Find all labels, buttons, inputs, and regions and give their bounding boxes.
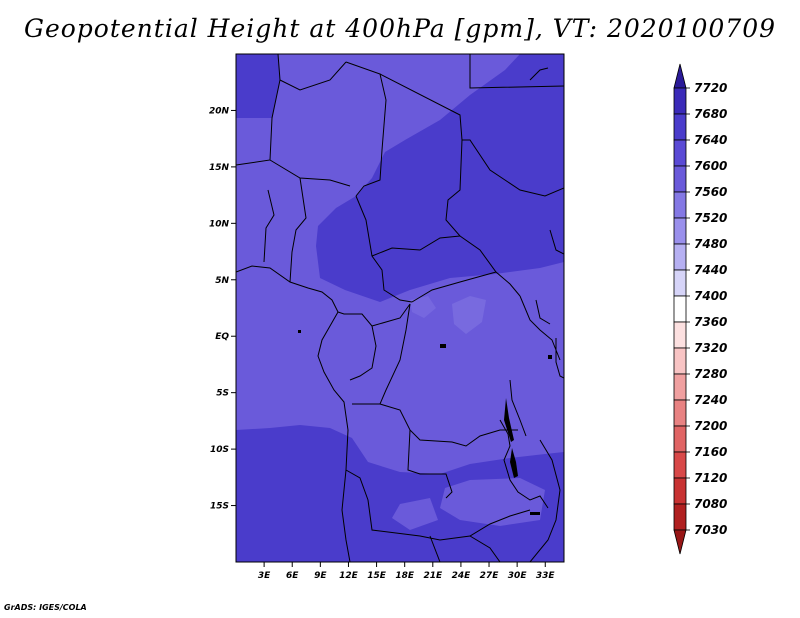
lat-tick-label: EQ [215, 332, 229, 342]
colorbar-label: 7080 [694, 497, 727, 511]
lon-tick-label: 12E [339, 571, 359, 581]
height-band-7600-northeast [316, 54, 564, 302]
colorbar-label: 7320 [694, 341, 727, 355]
colorbar-label: 7160 [694, 445, 727, 459]
colorbar-swatch [673, 425, 687, 453]
height-band-7600-southwest [236, 425, 564, 562]
colorbar-swatch [673, 503, 687, 531]
height-band-7520-patch [410, 296, 436, 318]
height-band-7560-patch [440, 478, 545, 526]
colorbar-label: 7560 [694, 185, 727, 199]
map-area [236, 54, 564, 562]
colorbar-bottom-triangle [673, 529, 687, 555]
longitude-axis: 3E 6E 9E 12E 15E 18E 21E 24E 27E 30E 33E [258, 562, 556, 581]
colorbar: 7720 7680 7640 7600 7560 7520 7480 7440 7400 7360… [673, 63, 727, 555]
colorbar-swatch [673, 477, 687, 505]
latitude-axis: 20N 15N 10N 5N EQ 5S 10S 15S [209, 106, 236, 512]
colorbar-label: 7120 [694, 471, 727, 485]
lon-tick-label: 27E [480, 571, 500, 581]
height-band-7600-northwest [236, 54, 280, 118]
colorbar-swatch [673, 165, 687, 193]
lon-tick-label: 30E [508, 571, 528, 581]
lat-tick-label: 10N [209, 219, 230, 229]
country-borders [236, 54, 564, 562]
colorbar-swatch [673, 87, 687, 115]
colorbar-swatch [673, 113, 687, 141]
colorbar-swatch [673, 217, 687, 245]
lat-tick-label: 5S [216, 389, 229, 399]
colorbar-label: 7480 [694, 237, 727, 251]
colorbar-swatch [673, 321, 687, 349]
lat-tick-label: 15N [209, 163, 230, 173]
colorbar-top-triangle [673, 63, 687, 89]
map-title: Geopotential Height at 400hPa [gpm], VT:… [23, 14, 777, 43]
colorbar-swatch [673, 347, 687, 375]
lake-outlines [298, 330, 552, 515]
colorbar-swatch [673, 269, 687, 297]
colorbar-label: 7680 [694, 107, 727, 121]
colorbar-label: 7400 [694, 289, 727, 303]
colorbar-label: 7240 [694, 393, 727, 407]
lon-tick-label: 6E [286, 571, 299, 581]
colorbar-swatch [673, 243, 687, 271]
lat-tick-label: 5N [215, 276, 229, 286]
colorbar-swatch [673, 139, 687, 167]
colorbar-label: 7520 [694, 211, 727, 225]
lat-tick-label: 15S [210, 502, 229, 512]
lon-tick-label: 3E [258, 571, 271, 581]
colorbar-label: 7200 [694, 419, 727, 433]
colorbar-label: 7030 [694, 523, 727, 537]
lat-tick-label: 20N [209, 106, 230, 116]
grads-credit: GrADS: IGES/COLA [4, 603, 87, 612]
colorbar-label: 7360 [694, 315, 727, 329]
lon-tick-label: 24E [452, 571, 472, 581]
lon-tick-label: 18E [395, 571, 415, 581]
lon-tick-label: 33E [536, 571, 556, 581]
colorbar-swatch [673, 373, 687, 401]
lat-tick-label: 10S [210, 445, 229, 455]
height-band-7560-patch [392, 498, 438, 530]
colorbar-label: 7600 [694, 159, 727, 173]
lon-tick-label: 15E [367, 571, 387, 581]
colorbar-label: 7640 [694, 133, 727, 147]
colorbar-label: 7720 [694, 81, 727, 95]
height-band-7520-patch [452, 296, 486, 334]
lon-tick-label: 21E [423, 571, 443, 581]
map-frame [235, 53, 565, 563]
colorbar-label: 7440 [694, 263, 727, 277]
colorbar-swatch [673, 399, 687, 427]
lon-tick-label: 9E [314, 571, 327, 581]
colorbar-swatch [673, 191, 687, 219]
colorbar-swatch [673, 295, 687, 323]
colorbar-label: 7280 [694, 367, 727, 381]
colorbar-swatch [673, 451, 687, 479]
